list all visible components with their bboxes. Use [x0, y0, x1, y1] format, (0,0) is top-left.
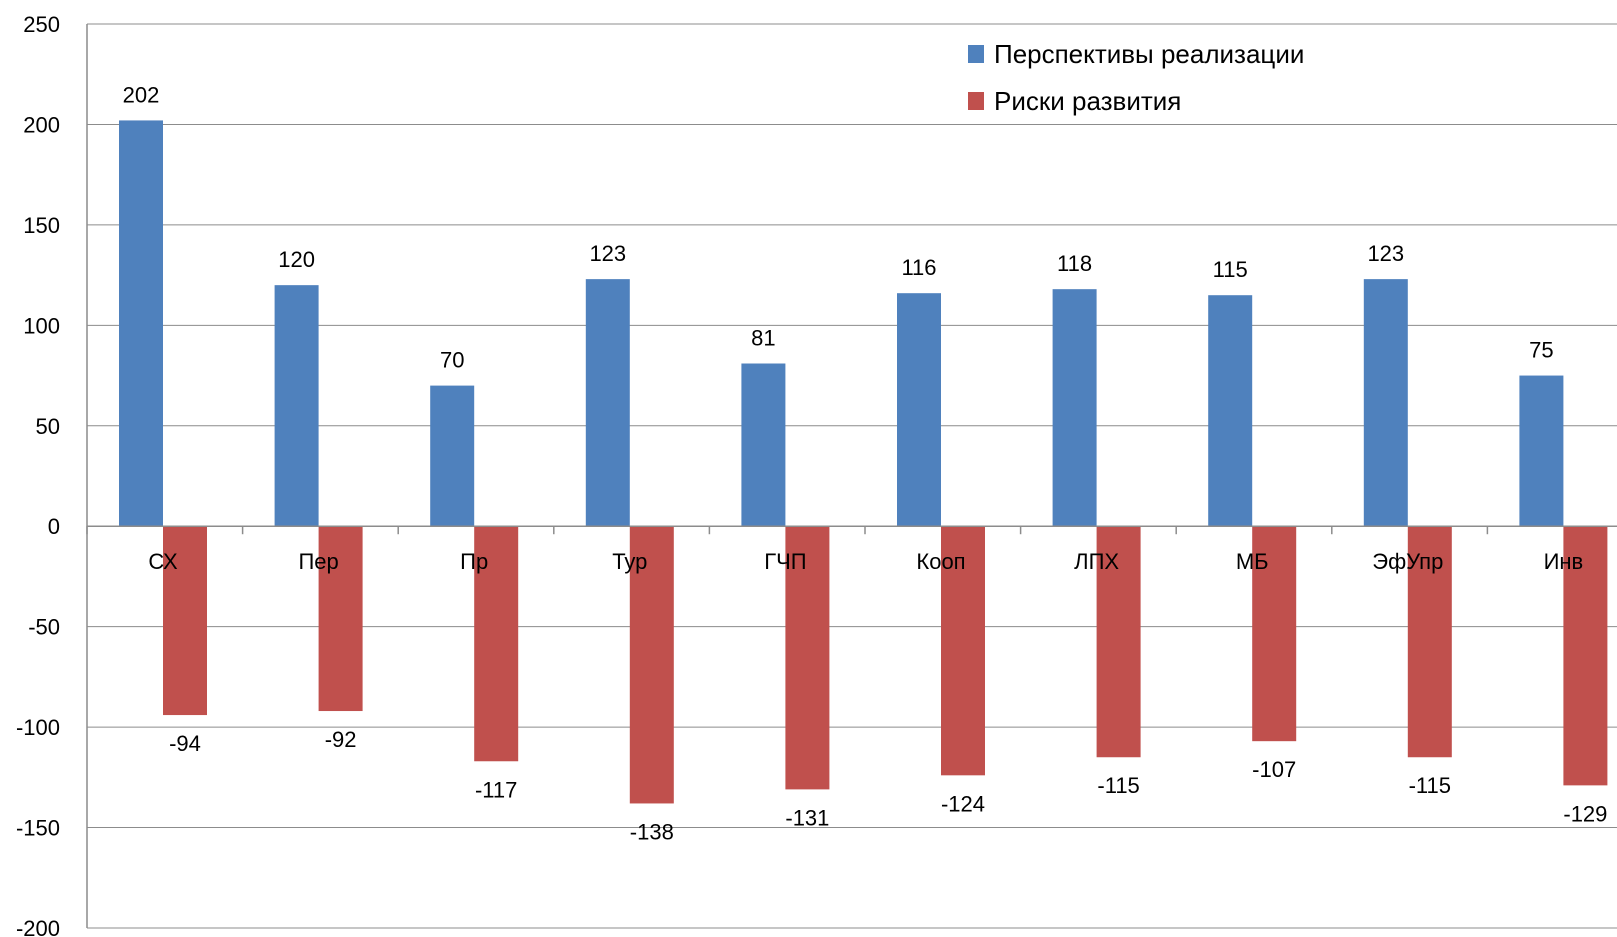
y-tick-label: 250 — [23, 12, 60, 37]
data-label: 123 — [589, 241, 626, 266]
bar — [274, 285, 319, 527]
bar — [163, 526, 207, 716]
data-label: 202 — [123, 82, 160, 107]
axes — [86, 24, 1617, 928]
category-labels: СХ Пер Пр Тур ГЧП Кооп ЛПХ МБ ЭфУпр Инв — [148, 549, 1583, 574]
category-label: Инв — [1544, 549, 1584, 574]
bar — [1208, 295, 1253, 527]
data-label: -92 — [325, 727, 357, 752]
y-tick-labels: 250 200 150 100 50 0 -50 -100 -150 -200 — [16, 12, 60, 937]
legend-swatch-series-2 — [968, 92, 984, 110]
bar — [1052, 289, 1097, 527]
y-tick-label: 100 — [23, 313, 60, 338]
category-label: ЭфУпр — [1372, 549, 1443, 574]
data-label: -115 — [1097, 773, 1139, 798]
data-labels: 202 -94 120 -92 70 -117 123 -138 81 -131 116 -124 11… — [123, 82, 1608, 844]
category-label: Пр — [460, 549, 488, 574]
bar — [474, 526, 519, 762]
bar — [1096, 526, 1141, 758]
bar — [1519, 375, 1564, 527]
y-tick-label: -100 — [16, 715, 60, 740]
data-label: 120 — [278, 247, 315, 272]
data-label: 70 — [440, 348, 464, 373]
bar — [119, 120, 163, 527]
data-label: 115 — [1213, 257, 1248, 282]
legend-label-series-1: Перспективы реализации — [994, 39, 1304, 69]
bars — [119, 120, 1608, 804]
category-label: МБ — [1236, 549, 1269, 574]
legend-swatch-series-1 — [968, 45, 984, 63]
data-label: -94 — [169, 731, 201, 756]
data-label: -117 — [475, 777, 517, 802]
bar — [897, 293, 941, 527]
bar — [585, 279, 630, 527]
bar — [1363, 279, 1408, 527]
data-label: -124 — [941, 791, 985, 816]
y-tick-label: -200 — [16, 916, 60, 937]
bar — [318, 526, 363, 712]
data-label: -131 — [785, 805, 829, 830]
data-label: 116 — [901, 255, 936, 280]
y-tick-label: -50 — [28, 615, 60, 640]
data-label: -107 — [1252, 757, 1296, 782]
category-label: Кооп — [916, 549, 965, 574]
legend-label-series-2: Риски развития — [994, 86, 1181, 116]
y-tick-label: 150 — [23, 213, 60, 238]
category-label: ГЧП — [764, 549, 806, 574]
legend: Перспективы реализации Риски развития — [968, 39, 1304, 116]
bar — [785, 526, 830, 790]
category-label: СХ — [148, 549, 178, 574]
data-label: -129 — [1563, 801, 1607, 826]
bar — [941, 526, 985, 776]
bar — [430, 385, 475, 527]
data-label: -138 — [630, 819, 674, 844]
y-tick-label: 50 — [36, 414, 60, 439]
category-label: Пер — [298, 549, 338, 574]
data-label: 123 — [1367, 241, 1404, 266]
bar — [629, 526, 674, 804]
y-tick-label: 0 — [48, 514, 60, 539]
y-tick-label: -150 — [16, 816, 60, 841]
data-label: -115 — [1409, 773, 1451, 798]
bar — [741, 363, 786, 527]
data-label: 81 — [751, 326, 775, 351]
category-label: Тур — [612, 549, 647, 574]
data-label: 75 — [1529, 338, 1553, 363]
bar — [1407, 526, 1452, 758]
bar — [1563, 526, 1608, 786]
bar — [1252, 526, 1297, 742]
data-label: 118 — [1057, 251, 1092, 276]
category-label: ЛПХ — [1074, 549, 1119, 574]
y-tick-label: 200 — [23, 112, 60, 137]
